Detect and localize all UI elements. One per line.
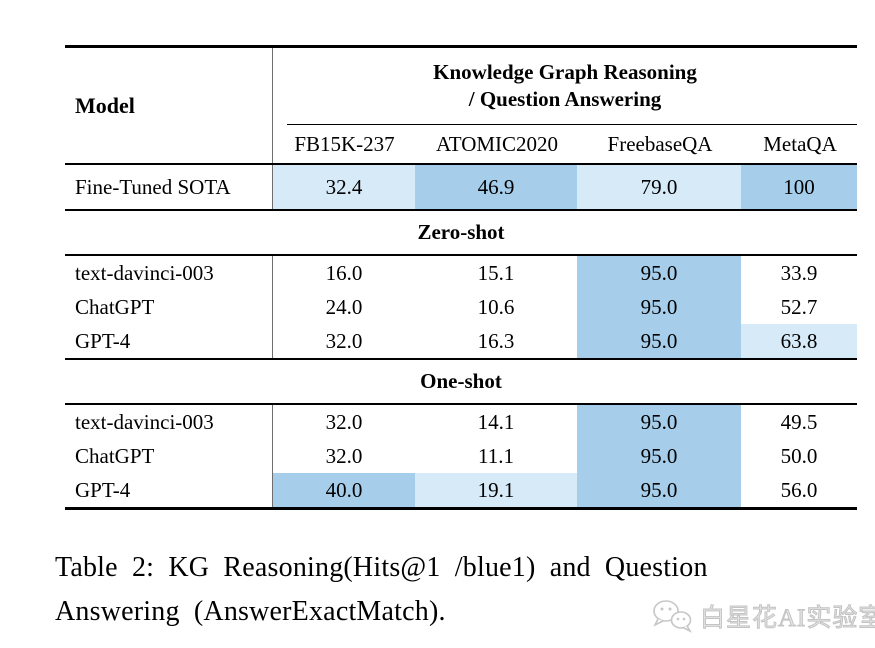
- wechat-chat-bubbles-icon: [653, 600, 692, 633]
- section-rule: [65, 403, 857, 405]
- value-cell: 16.0: [272, 256, 415, 290]
- cmid-rule: [287, 124, 857, 125]
- header-rule: [65, 163, 857, 165]
- caption-line1: Table 2: KG Reasoning(Hits@1 /blue1) and…: [55, 552, 708, 583]
- table-row: ChatGPT 24.0 10.6 95.0 52.7: [65, 290, 857, 324]
- value-cell: 95.0: [577, 324, 741, 358]
- value-cell: 32.0: [272, 324, 415, 358]
- value-cell: 95.0: [577, 405, 741, 439]
- table-row: GPT-4 40.0 19.1 95.0 56.0: [65, 473, 857, 507]
- value-cell: 16.3: [477, 328, 515, 353]
- value-cell: 95.0: [577, 439, 741, 473]
- value-cell: 11.1: [478, 443, 514, 468]
- section-rule: [65, 358, 857, 360]
- value-cell: 56.0: [780, 477, 818, 502]
- watermark-text: 白星花AI实验室: [699, 605, 875, 633]
- value-cell: 10.6: [477, 294, 515, 319]
- model-name: ChatGPT: [75, 294, 155, 319]
- value-cell: 14.1: [477, 409, 515, 434]
- model-name: text-davinci-003: [75, 260, 214, 285]
- table-row: text-davinci-003 32.0 14.1 95.0 49.5: [65, 405, 857, 439]
- value-cell: 100: [741, 165, 857, 209]
- group-title-line2: / Question Answering: [468, 87, 662, 111]
- value-cell: 15.1: [477, 260, 515, 285]
- column-header-atomic: ATOMIC2020: [435, 131, 559, 156]
- caption-line2: Answering (AnswerExactMatch).: [55, 596, 446, 627]
- table-caption: Table 2: KG Reasoning(Hits@1 /blue1) and…: [55, 546, 845, 634]
- value-cell: 95.0: [577, 473, 741, 507]
- model-name: ChatGPT: [75, 443, 155, 468]
- value-cell: 95.0: [577, 290, 741, 324]
- value-cell: 49.5: [780, 409, 818, 434]
- value-cell: 32.4: [272, 165, 415, 209]
- table-row: Fine-Tuned SOTA 32.4 46.9 79.0 100: [65, 165, 857, 209]
- group-title: Knowledge Graph Reasoning / Question Ans…: [273, 48, 857, 124]
- value-cell: 33.9: [780, 260, 818, 285]
- value-cell: 79.0: [577, 165, 741, 209]
- top-rule: [65, 45, 857, 48]
- value-cell: 24.0: [272, 290, 415, 324]
- table-header: Model Knowledge Graph Reasoning / Questi…: [65, 48, 857, 163]
- value-cell: 19.1: [415, 473, 577, 507]
- section-rule: [65, 209, 857, 211]
- model-name: GPT-4: [75, 477, 131, 502]
- column-header-fb15k: FB15K-237: [294, 131, 395, 156]
- value-cell: 32.0: [272, 439, 415, 473]
- section-title-zero-shot: Zero-shot: [417, 220, 505, 244]
- table-row: GPT-4 32.0 16.3 95.0 63.8: [65, 324, 857, 358]
- value-cell: 46.9: [415, 165, 577, 209]
- bottom-rule: [65, 507, 857, 510]
- value-cell: 32.0: [272, 405, 415, 439]
- value-cell: 52.7: [780, 294, 818, 319]
- model-name: Fine-Tuned SOTA: [75, 174, 231, 199]
- value-cell: 50.0: [780, 443, 818, 468]
- group-title-line1: Knowledge Graph Reasoning: [433, 60, 697, 84]
- model-name: text-davinci-003: [75, 409, 214, 434]
- value-cell: 95.0: [577, 256, 741, 290]
- column-header-freebaseqa: FreebaseQA: [607, 131, 713, 156]
- column-headers: FB15K-237 ATOMIC2020 FreebaseQA MetaQA: [273, 125, 857, 163]
- table-row: text-davinci-003 16.0 15.1 95.0 33.9: [65, 256, 857, 290]
- group-header: Knowledge Graph Reasoning / Question Ans…: [272, 48, 857, 163]
- model-name: GPT-4: [75, 328, 131, 353]
- value-cell: 63.8: [741, 324, 857, 358]
- column-header-metaqa: MetaQA: [763, 131, 837, 156]
- value-cell: 40.0: [272, 473, 415, 507]
- section-title-one-shot: One-shot: [420, 369, 502, 393]
- results-table: Model Knowledge Graph Reasoning / Questi…: [65, 45, 857, 510]
- watermark: 白星花AI实验室: [652, 598, 875, 634]
- model-column-header: Model: [75, 92, 135, 118]
- section-rule: [65, 254, 857, 256]
- table-row: ChatGPT 32.0 11.1 95.0 50.0: [65, 439, 857, 473]
